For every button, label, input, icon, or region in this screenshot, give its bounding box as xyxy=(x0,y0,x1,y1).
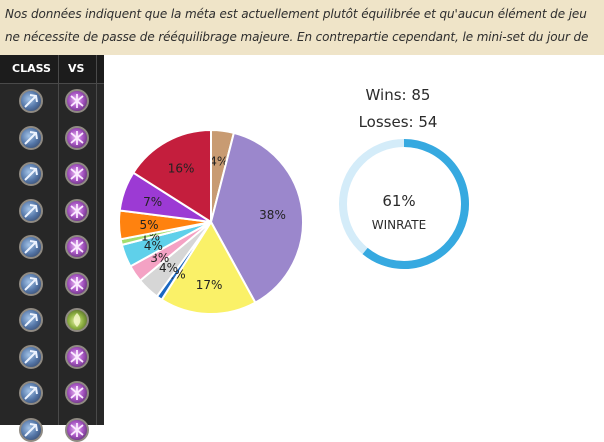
pie-slice-label: 16% xyxy=(168,162,195,176)
pie-slice xyxy=(118,209,212,241)
pie-slice xyxy=(210,128,236,223)
demon-hunter-class-icon xyxy=(65,89,89,113)
mage-class-icon xyxy=(19,198,43,223)
pie-slice-label: 4% xyxy=(159,261,178,275)
demon-hunter-class-icon xyxy=(65,271,89,296)
pie-slice-label: 4% xyxy=(144,239,163,253)
demon-hunter-class-icon xyxy=(65,417,89,442)
pie-slice-label: 5% xyxy=(140,218,159,232)
pie-slice xyxy=(155,221,212,302)
pie-slice xyxy=(160,220,257,315)
column-divider xyxy=(58,55,59,425)
mage-class-icon xyxy=(19,89,43,113)
mage-class-icon xyxy=(19,417,43,442)
pie-slice-label: 1% xyxy=(141,230,160,244)
mage-class-icon xyxy=(19,125,43,150)
pie-slice xyxy=(129,221,212,283)
banner-text-line-1: Nos données indiquent que la méta est ac… xyxy=(5,7,587,21)
banner: Nos données indiquent que la méta est ac… xyxy=(0,0,604,55)
druid-class-icon xyxy=(65,308,89,332)
mage-class-icon xyxy=(19,271,43,296)
pie-slice xyxy=(118,171,212,223)
table-header: CLASS VS xyxy=(0,55,104,84)
demon-hunter-class-icon xyxy=(65,198,89,223)
pie-slice-label: 38% xyxy=(259,208,286,222)
demon-hunter-class-icon xyxy=(65,162,89,186)
pie-slice xyxy=(120,221,212,268)
vs-column-header: VS xyxy=(68,62,85,75)
mage-class-icon xyxy=(19,162,43,186)
demon-hunter-class-icon xyxy=(65,235,89,259)
class-column-header: CLASS xyxy=(12,62,51,75)
pie-slice-label: 3% xyxy=(150,251,169,265)
banner-text-line-2: ne nécessite de passe de rééquilibrage m… xyxy=(5,30,589,44)
pie-slice-label: 1% xyxy=(167,267,186,281)
pie-slice xyxy=(209,131,304,304)
winrate-label: WINRATE xyxy=(371,218,427,232)
demon-hunter-class-icon xyxy=(65,125,89,150)
losses-count: Losses: 54 xyxy=(358,113,438,131)
matchup-table: CLASS VS xyxy=(0,55,104,442)
mage-class-icon xyxy=(19,381,43,405)
mage-class-icon xyxy=(19,308,43,332)
demon-hunter-class-icon xyxy=(65,344,89,369)
wins-count: Wins: 85 xyxy=(365,86,431,104)
pie-slice xyxy=(131,128,212,224)
winrate-percent: 61% xyxy=(382,192,416,210)
pie-slice-label: 4% xyxy=(209,154,228,168)
column-divider xyxy=(96,55,97,425)
mage-class-icon xyxy=(19,344,43,369)
pie-slice-label: 7% xyxy=(143,195,162,209)
demon-hunter-class-icon xyxy=(65,381,89,405)
pie-slice xyxy=(138,221,212,298)
pie-slice-label: 17% xyxy=(196,278,223,292)
mage-class-icon xyxy=(19,235,43,259)
pie-slice xyxy=(119,221,212,247)
